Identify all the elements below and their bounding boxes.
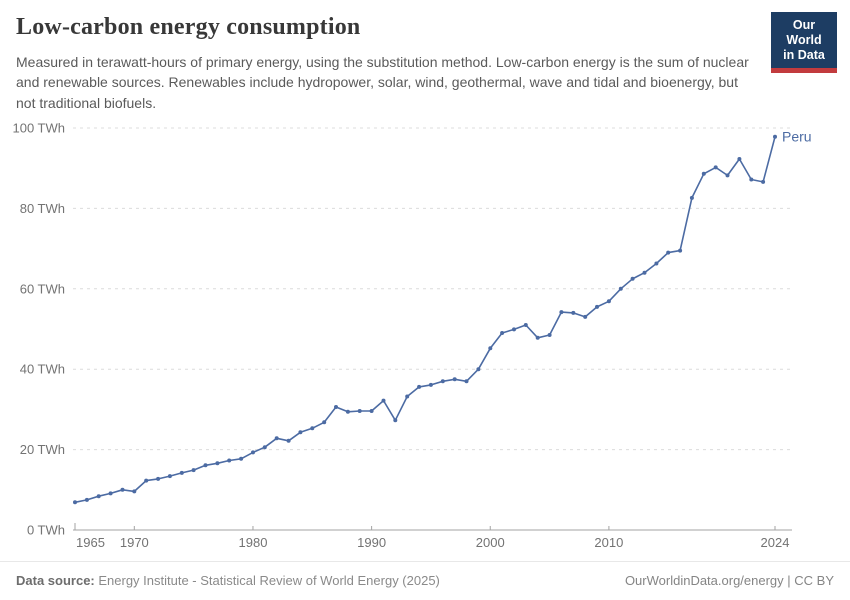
data-point[interactable] (547, 333, 552, 337)
data-point[interactable] (440, 379, 445, 384)
data-point[interactable] (239, 456, 244, 461)
data-point[interactable] (749, 177, 754, 182)
data-point[interactable] (120, 487, 125, 492)
y-tick-label: 60 TWh (20, 281, 65, 296)
data-point[interactable] (417, 384, 422, 389)
y-tick-label: 40 TWh (20, 362, 65, 377)
data-point[interactable] (191, 468, 196, 473)
data-point[interactable] (523, 323, 528, 327)
data-point[interactable] (737, 157, 742, 161)
data-point[interactable] (167, 474, 172, 479)
data-point[interactable] (251, 450, 255, 455)
data-point[interactable] (428, 382, 433, 387)
data-point[interactable] (286, 438, 291, 443)
y-tick-label: 100 TWh (12, 121, 65, 136)
data-point[interactable] (488, 346, 493, 351)
data-point[interactable] (618, 286, 623, 291)
credit-link[interactable]: OurWorldinData.org/energy | CC BY (624, 573, 834, 588)
owid-logo-line2: in Data (783, 48, 825, 62)
data-point[interactable] (298, 430, 303, 435)
data-point[interactable] (274, 436, 279, 441)
data-point[interactable] (393, 418, 398, 423)
y-tick-label: 80 TWh (20, 201, 65, 216)
data-point[interactable] (108, 491, 113, 496)
chart-footer: Data source: Energy Institute - Statisti… (0, 561, 850, 600)
data-point[interactable] (512, 327, 516, 332)
x-tick-label: 1990 (357, 535, 386, 550)
data-point[interactable] (642, 270, 647, 275)
data-point[interactable] (725, 173, 730, 178)
data-point[interactable] (654, 261, 659, 266)
data-point[interactable] (689, 195, 694, 200)
data-point[interactable] (595, 304, 599, 309)
data-point[interactable] (262, 445, 267, 450)
data-point[interactable] (369, 409, 374, 413)
data-point[interactable] (701, 171, 706, 176)
data-point[interactable] (773, 134, 777, 139)
data-point[interactable] (84, 497, 89, 502)
x-tick-label: 1965 (76, 535, 105, 550)
data-source-text: Energy Institute - Statistical Review of… (94, 573, 440, 588)
data-point[interactable] (215, 461, 220, 466)
x-tick-label: 1980 (239, 535, 268, 550)
y-tick-label: 20 TWh (20, 442, 65, 457)
page-title: Low-carbon energy consumption (16, 14, 361, 40)
data-point[interactable] (571, 310, 576, 315)
x-tick-label: 2000 (476, 535, 505, 550)
data-point[interactable] (381, 398, 386, 403)
data-point[interactable] (144, 478, 149, 483)
data-source: Data source: Energy Institute - Statisti… (16, 573, 440, 588)
data-point[interactable] (203, 463, 208, 468)
data-point[interactable] (73, 500, 77, 505)
x-tick-label: 2024 (761, 535, 790, 550)
data-point[interactable] (761, 179, 766, 184)
data-point[interactable] (227, 458, 232, 463)
x-tick-label: 2010 (594, 535, 623, 550)
data-point[interactable] (678, 248, 683, 253)
data-point[interactable] (322, 420, 327, 425)
chart-subtitle: Measured in terawatt-hours of primary en… (16, 54, 749, 111)
x-tick-label: 1970 (120, 535, 149, 550)
data-point[interactable] (606, 299, 611, 304)
data-point[interactable] (132, 489, 137, 494)
data-point[interactable] (559, 310, 564, 315)
data-point[interactable] (96, 494, 101, 499)
data-source-label: Data source: (16, 573, 95, 588)
data-point[interactable] (535, 335, 540, 340)
data-point[interactable] (156, 476, 161, 481)
data-point[interactable] (405, 394, 410, 399)
data-point[interactable] (179, 470, 184, 475)
owid-logo-line1: Our World (786, 18, 822, 47)
data-point[interactable] (464, 379, 469, 384)
data-line[interactable] (74, 136, 776, 504)
data-point[interactable] (452, 377, 457, 382)
owid-logo[interactable]: Our World in Data (771, 12, 837, 73)
data-point[interactable] (630, 276, 635, 281)
data-point[interactable] (310, 426, 315, 431)
data-point[interactable] (713, 165, 718, 170)
data-point[interactable] (666, 250, 671, 255)
data-point[interactable] (583, 314, 588, 319)
data-point[interactable] (334, 405, 338, 409)
data-point[interactable] (345, 409, 350, 414)
series-end-label[interactable]: Peru (782, 128, 812, 144)
y-tick-label: 0 TWh (27, 523, 65, 538)
data-point[interactable] (357, 409, 362, 413)
data-point[interactable] (500, 331, 505, 335)
data-point[interactable] (476, 367, 481, 372)
